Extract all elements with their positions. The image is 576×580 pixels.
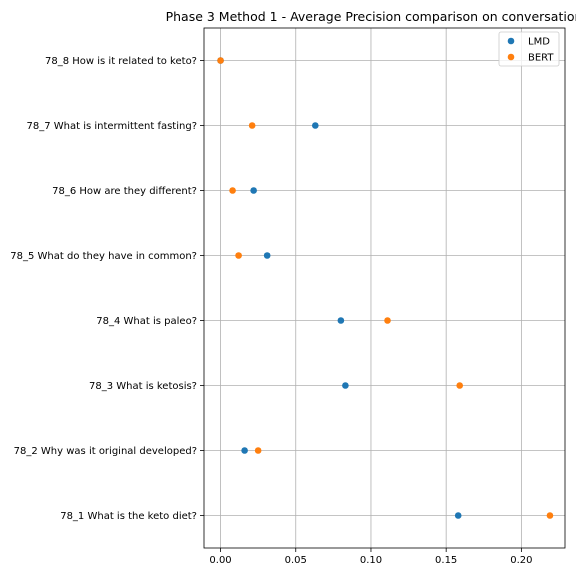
data-point-bert [229, 187, 236, 194]
x-tick-label: 0.05 [285, 555, 307, 566]
y-tick-label: 78_7 What is intermittent fasting? [26, 121, 197, 132]
data-point-bert [217, 57, 224, 64]
y-tick-label: 78_6 How are they different? [52, 186, 197, 197]
data-point-bert [384, 317, 391, 324]
legend-marker-lmd [507, 37, 515, 45]
axes-layer: 0.00 0.05 0.10 0.15 0.20 78_1 What is the ket… [10, 27, 566, 566]
data-point-lmd [312, 122, 319, 129]
data-point-lmd [454, 512, 462, 519]
y-tick-label: 78_8 How is it related to keto? [45, 56, 197, 67]
data-point-bert [235, 252, 242, 259]
x-tick-label: 0.15 [435, 555, 457, 566]
y-tick-label: 78_3 What is ketosis? [89, 381, 197, 392]
legend: LMD BERT [498, 31, 560, 67]
y-tick-label: 78_5 What do they have in common? [10, 251, 197, 262]
data-point-bert [546, 512, 554, 519]
y-tick-label: 78_2 Why was it original developed? [14, 446, 197, 457]
data-point-lmd [263, 252, 271, 259]
legend-label-bert: BERT [528, 53, 554, 64]
x-tick-label: 0.20 [510, 555, 532, 566]
data-point-bert [248, 122, 256, 129]
y-tick-label: 78_4 What is paleo? [96, 316, 197, 327]
data-point-bert [254, 447, 262, 454]
x-tick-label: 0.10 [360, 555, 382, 566]
plot-frame [203, 27, 566, 549]
data-point-lmd [241, 447, 248, 454]
data-point-lmd [250, 187, 257, 194]
data-point-lmd [337, 317, 345, 324]
legend-label-lmd: LMD [528, 37, 550, 48]
chart-title: Phase 3 Method 1 - Average Precision com… [166, 9, 576, 24]
x-tick-label: 0.00 [209, 555, 231, 566]
data-point-bert [456, 382, 464, 389]
y-tick-label: 78_1 What is the keto diet? [60, 511, 197, 522]
points-layer [217, 57, 554, 519]
data-point-lmd [342, 382, 349, 389]
legend-marker-bert [507, 53, 515, 61]
